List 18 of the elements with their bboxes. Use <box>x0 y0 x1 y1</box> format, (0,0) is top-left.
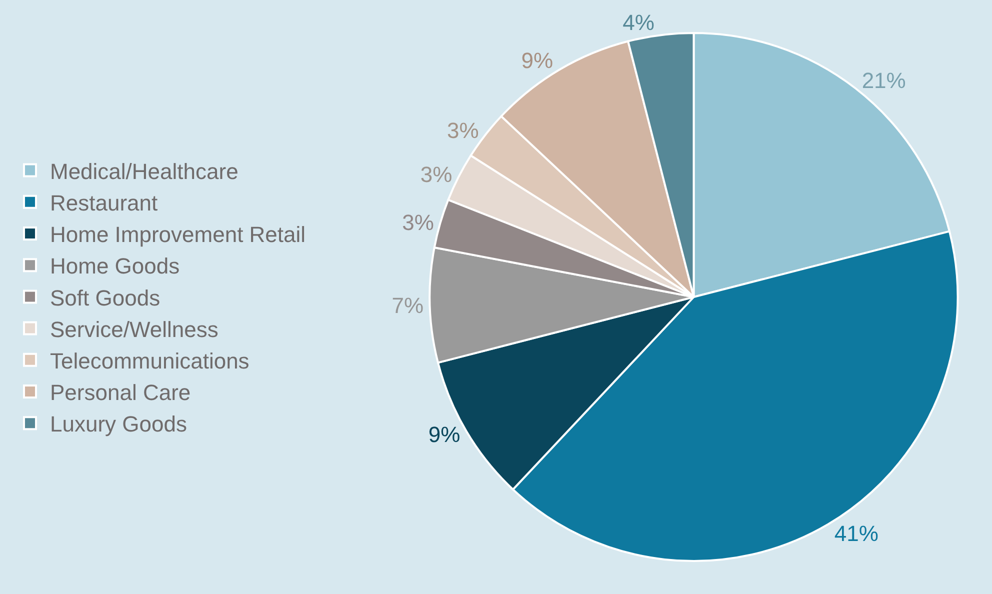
legend-label: Medical/Healthcare <box>50 158 238 184</box>
data-label: 9% <box>521 48 554 73</box>
legend-label: Service/Wellness <box>50 316 218 342</box>
legend-label: Home Goods <box>50 254 180 279</box>
data-label: 21% <box>862 68 906 94</box>
data-label: 3% <box>447 118 479 143</box>
data-label: 3% <box>420 162 452 188</box>
legend-label: Personal Care <box>50 380 191 406</box>
legend-label: Luxury Goods <box>50 412 187 437</box>
legend-label: Soft Goods <box>50 285 160 310</box>
data-label: 4% <box>622 10 654 36</box>
data-label: 7% <box>392 292 424 318</box>
legend-label: Home Improvement Retail <box>50 222 306 248</box>
legend-label: Restaurant <box>50 190 158 216</box>
legend-label: Telecommunications <box>50 348 250 374</box>
data-label: 9% <box>428 422 460 448</box>
data-label: 3% <box>402 210 434 235</box>
data-label: 41% <box>834 521 878 546</box>
